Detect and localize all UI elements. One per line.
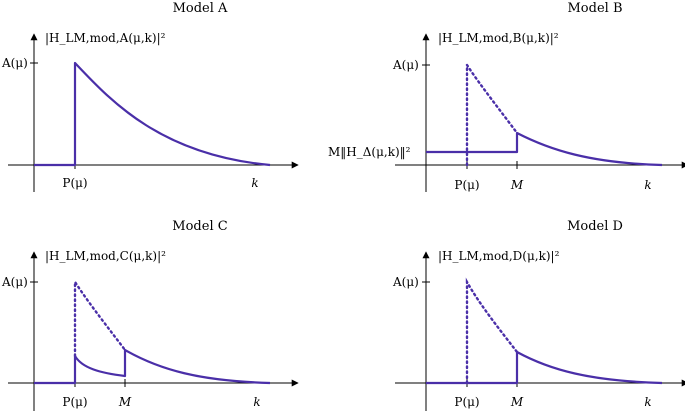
panel-c-ylabel: |H_LM,mod,C(μ,k)|² xyxy=(45,249,166,263)
panel-a-title: Model A xyxy=(173,1,228,16)
panel-b-title: Model B xyxy=(568,1,623,16)
panel-model-a: Model A |H_LM,mod,A(μ,k)|² A(μ) P(μ) k xyxy=(1,1,299,192)
panel-d-title: Model D xyxy=(567,219,623,234)
panel-d-curve xyxy=(426,350,663,385)
panel-a-ylabel: |H_LM,mod,A(μ,k)|² xyxy=(45,31,166,45)
panel-b-ytick2: M‖H_Δ(μ,k)‖² xyxy=(328,145,411,159)
panel-d-xtick-m: M xyxy=(510,395,524,409)
panel-d-ytick: A(μ) xyxy=(392,275,419,289)
panel-a-xaxis-label: k xyxy=(251,176,258,190)
panel-d-xtick-p: P(μ) xyxy=(454,395,479,409)
panel-c-dotted-envelope xyxy=(73,277,127,358)
panel-b-curve xyxy=(426,131,663,167)
panel-model-d: Model D |H_LM,mod,D(μ,k)|² A(μ) P(μ) M k xyxy=(392,219,685,411)
panel-c-ytick: A(μ) xyxy=(1,275,28,289)
panel-d-ylabel: |H_LM,mod,D(μ,k)|² xyxy=(438,249,560,263)
panel-d-dotted-envelope xyxy=(465,277,519,385)
panel-b-xtick-p: P(μ) xyxy=(454,178,479,192)
panel-c-xtick-m: M xyxy=(118,395,132,409)
panel-c-xtick-p: P(μ) xyxy=(62,395,87,409)
panel-b-xtick-m: M xyxy=(510,178,524,192)
panel-b-ylabel: |H_LM,mod,B(μ,k)|² xyxy=(438,31,559,45)
panel-model-c: Model C |H_LM,mod,C(μ,k)|² A(μ) P(μ) M k xyxy=(1,219,299,411)
panel-a-xtick-p: P(μ) xyxy=(62,176,87,190)
panel-model-b: Model B |H_LM,mod,B(μ,k)|² A(μ) M‖H_Δ(μ,… xyxy=(328,1,685,192)
panel-c-title: Model C xyxy=(172,219,227,234)
panel-a-curve xyxy=(34,61,271,167)
panel-c-xaxis-label: k xyxy=(253,395,260,409)
panel-d-xaxis-label: k xyxy=(644,395,651,409)
panel-b-ytick: A(μ) xyxy=(392,58,419,72)
panel-b-xaxis-label: k xyxy=(644,178,651,192)
panel-c-curve xyxy=(34,348,271,385)
panel-b-dotted-envelope xyxy=(465,60,519,167)
panel-a-ytick: A(μ) xyxy=(1,56,28,70)
